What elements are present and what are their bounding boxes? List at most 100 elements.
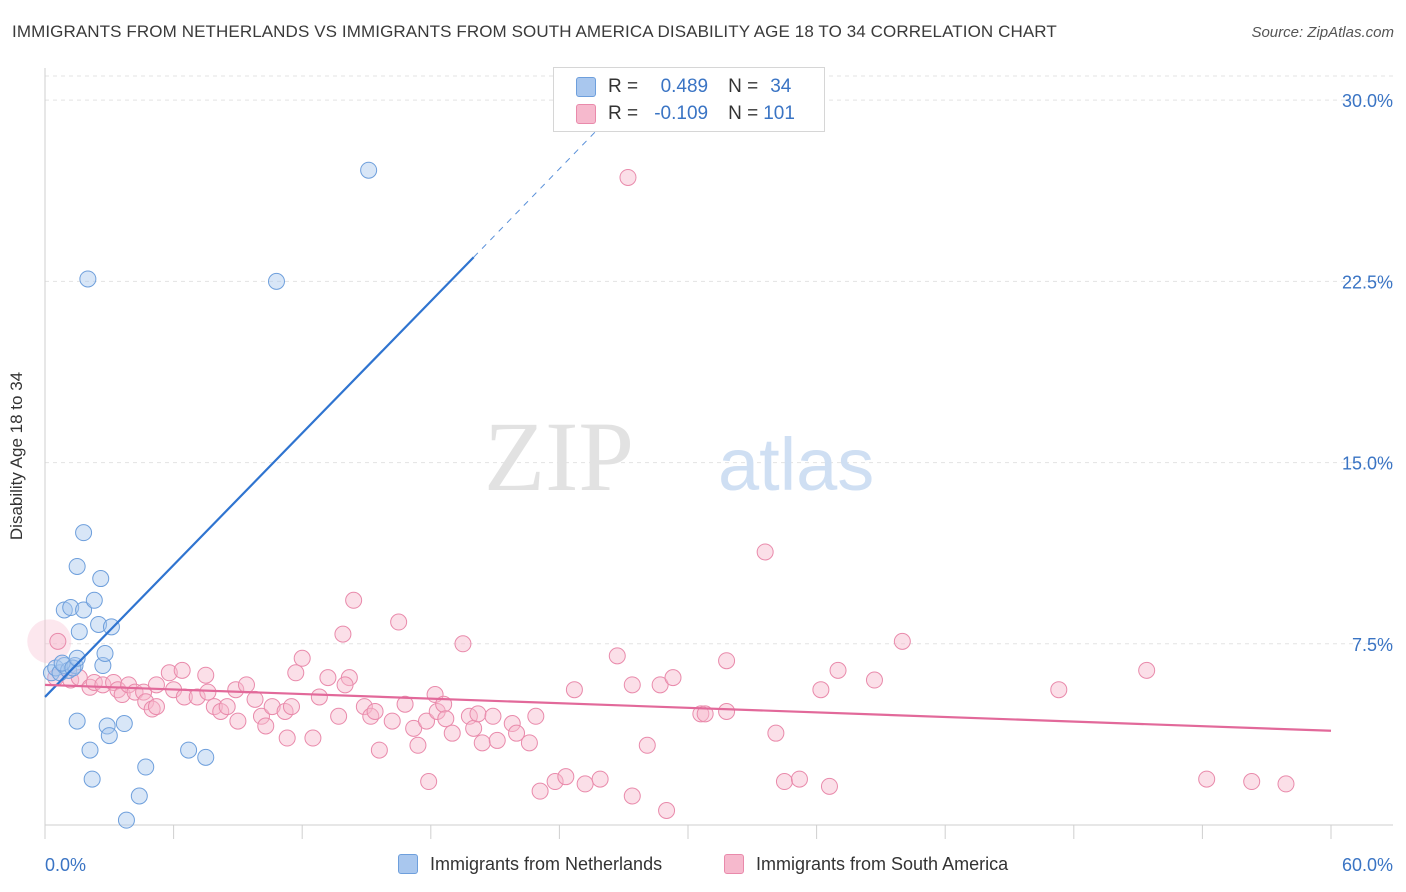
data-point-netherlands <box>96 644 114 662</box>
trend-lines <box>44 102 1332 732</box>
data-point-south-america <box>623 787 641 805</box>
data-point-south-america <box>396 695 414 713</box>
data-point-south-america <box>790 770 808 788</box>
data-point-south-america <box>293 649 311 667</box>
data-point-south-america <box>651 676 669 694</box>
data-point-south-america <box>1050 681 1068 699</box>
data-point-netherlands <box>68 649 86 667</box>
data-point-netherlands <box>85 591 103 609</box>
watermark-atlas: atlas <box>718 423 874 506</box>
data-point-south-america <box>246 690 264 708</box>
x-tick-label: 0.0% <box>45 855 86 875</box>
data-point-south-america <box>173 661 191 679</box>
data-point-netherlands <box>115 715 133 733</box>
data-point-netherlands <box>100 727 118 745</box>
data-point-south-america <box>638 736 656 754</box>
netherlands-legend-swatch <box>398 854 418 874</box>
data-point-netherlands <box>90 615 108 633</box>
data-point-south-america <box>278 729 296 747</box>
data-point-south-america <box>319 669 337 687</box>
data-point-south-america <box>383 712 401 730</box>
data-point-netherlands <box>267 272 285 290</box>
data-point-south-america <box>775 773 793 791</box>
data-point-south-america <box>252 707 270 725</box>
r-label: R = <box>608 76 639 97</box>
data-point-south-america <box>503 715 521 733</box>
data-point-south-america <box>310 688 328 706</box>
south-america-legend-label: Immigrants from South America <box>756 853 1009 874</box>
data-point-netherlands <box>83 770 101 788</box>
y-tick-label: 30.0% <box>1342 91 1393 111</box>
data-point-south-america <box>227 681 245 699</box>
data-point-south-america <box>591 770 609 788</box>
south-america-trend-line <box>44 683 1332 732</box>
data-point-netherlands <box>55 601 73 619</box>
data-point-netherlands <box>81 741 99 759</box>
data-point-south-america <box>527 707 545 725</box>
series-south-america-points <box>27 168 1295 820</box>
y-tick-label: 22.5% <box>1342 272 1393 292</box>
south-america-swatch <box>576 104 596 124</box>
data-point-netherlands <box>137 758 155 776</box>
data-point-south-america <box>188 688 206 706</box>
data-point-netherlands <box>68 712 86 730</box>
source-credit: Source: ZipAtlas.com <box>1251 24 1394 41</box>
data-point-south-america <box>49 632 67 650</box>
data-point-netherlands <box>102 618 120 636</box>
data-point-south-america <box>304 729 322 747</box>
data-point-south-america <box>488 731 506 749</box>
bottom-legend-south-america: Immigrants from South America <box>724 851 1008 877</box>
data-point-south-america <box>428 702 446 720</box>
r-label: R = <box>608 103 639 124</box>
data-point-south-america <box>454 635 472 653</box>
data-point-south-america <box>345 591 363 609</box>
data-point-south-america <box>147 698 165 716</box>
data-point-south-america <box>546 773 564 791</box>
data-point-south-america <box>287 664 305 682</box>
y-tick-label: 7.5% <box>1352 635 1393 655</box>
data-point-south-america <box>531 782 549 800</box>
data-point-south-america <box>355 698 373 716</box>
data-point-south-america <box>692 705 710 723</box>
data-point-south-america <box>334 625 352 643</box>
data-point-south-america <box>420 773 438 791</box>
tick-labels: 7.5% 15.0% 22.5% 30.0% 0.0% 60.0% <box>45 91 1393 875</box>
data-point-south-america <box>336 676 354 694</box>
data-point-south-america <box>370 741 388 759</box>
data-point-south-america <box>658 802 676 820</box>
r-value: 0.489 <box>660 76 709 97</box>
data-point-netherlands <box>130 787 148 805</box>
data-point-netherlands <box>75 601 93 619</box>
netherlands-swatch <box>576 77 596 97</box>
data-point-south-america <box>576 775 594 793</box>
axes <box>44 68 1393 839</box>
data-point-south-america <box>1243 773 1261 791</box>
data-point-south-america <box>557 768 575 786</box>
data-point-south-america <box>608 647 626 665</box>
data-point-netherlands <box>360 161 378 179</box>
data-point-south-america <box>418 712 436 730</box>
y-tick-label: 15.0% <box>1342 454 1393 474</box>
n-value: 34 <box>770 76 792 97</box>
data-point-south-america <box>829 661 847 679</box>
data-point-netherlands <box>68 557 86 575</box>
data-point-south-america <box>565 681 583 699</box>
x-tick-label: 60.0% <box>1342 855 1393 875</box>
point-cluster-halo <box>27 619 72 664</box>
data-point-netherlands <box>197 748 215 766</box>
data-point-south-america <box>263 698 281 716</box>
chart-title: IMMIGRANTS FROM NETHERLANDS VS IMMIGRANT… <box>12 22 1057 41</box>
n-value: 101 <box>763 103 795 124</box>
data-point-south-america <box>820 777 838 795</box>
data-point-netherlands <box>180 741 198 759</box>
data-point-south-america <box>893 632 911 650</box>
data-point-south-america <box>865 671 883 689</box>
data-point-netherlands <box>70 623 88 641</box>
data-point-south-america <box>443 724 461 742</box>
data-point-south-america <box>696 705 714 723</box>
correlation-legend: R = 0.489 N = 34 R = -0.109 N = 101 <box>553 67 825 132</box>
grid-lines <box>45 75 1393 645</box>
data-point-south-america <box>257 717 275 735</box>
data-point-south-america <box>484 707 502 725</box>
